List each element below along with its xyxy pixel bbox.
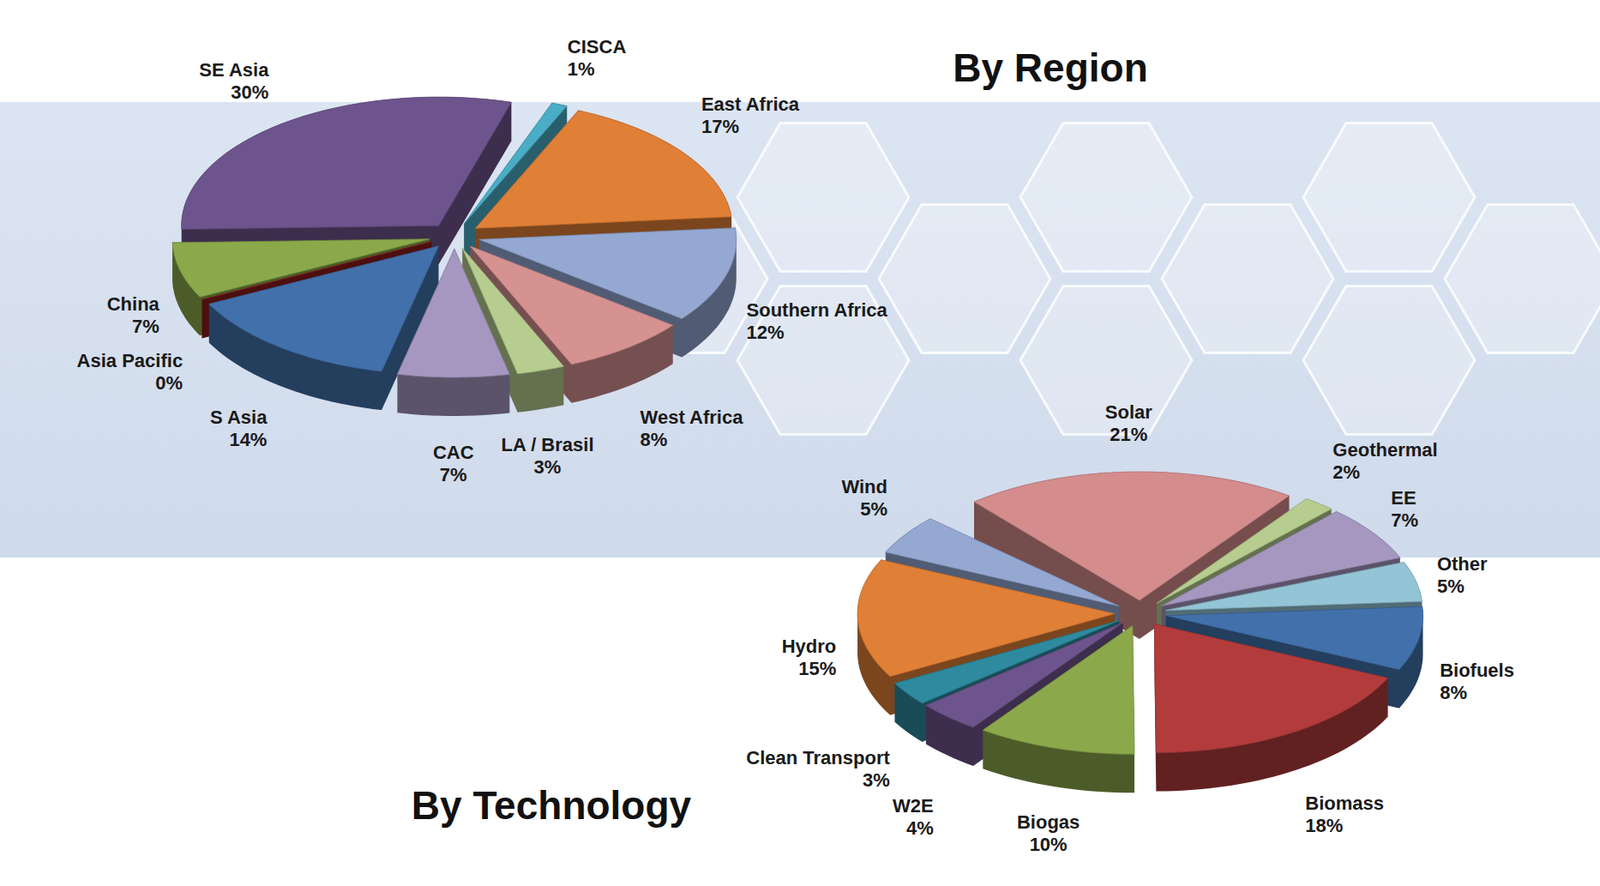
decor-hexagon (1303, 122, 1475, 271)
category-label: W2E (892, 794, 934, 817)
category-label: LA / Brasil (501, 433, 595, 456)
data-label: 14% (228, 428, 267, 451)
data-label: 5% (1437, 575, 1465, 597)
decor-hexagon (1020, 122, 1192, 271)
slices (857, 471, 1423, 793)
slice (396, 248, 510, 378)
chart-canvas: By Region CISCA1% East Africa17% Southern A… (0, 0, 1600, 886)
category-label: SE Asia (198, 59, 270, 81)
slice (982, 625, 1135, 754)
decor-hexagon (1161, 204, 1334, 353)
data-label: 4% (906, 817, 934, 839)
chart-title: By Region (952, 45, 1148, 91)
category-label: Solar (1105, 401, 1153, 423)
labels: Solar21%Geothermal2%EE7%Other5%Biofuels8… (745, 401, 1515, 855)
background (0, 0, 1600, 886)
data-label: 5% (860, 498, 888, 520)
chart-title: By Technology (411, 782, 692, 828)
slice (1154, 624, 1388, 753)
decor-hexagon (1444, 204, 1600, 353)
labels: CISCA1% East Africa17% Southern Africa12% W… (77, 36, 889, 486)
data-label: 8% (640, 428, 668, 451)
pie-chart: By Region CISCA1% East Africa17% Southern A… (77, 36, 1149, 486)
data-label: 30% (230, 81, 269, 103)
category-label: Clean Transport (745, 746, 891, 769)
data-label: 18% (1305, 814, 1343, 837)
decor-hexagon (1020, 285, 1192, 434)
decor-hexagon (737, 285, 909, 434)
data-label: 2% (1332, 461, 1360, 483)
slice (475, 110, 732, 229)
category-label: West Africa (640, 406, 745, 428)
data-label: 3% (534, 456, 562, 478)
data-label: 1% (567, 58, 596, 80)
category-label: Biogas (1016, 811, 1080, 833)
category-label: Geothermal (1332, 439, 1438, 461)
data-label: 0% (155, 372, 183, 394)
data-label: 21% (1109, 423, 1148, 446)
category-label: East Africa (701, 93, 800, 115)
category-label: Wind (841, 475, 888, 498)
data-label: 3% (862, 769, 891, 791)
decor-hexagon (878, 204, 1051, 353)
slice-side (982, 625, 1135, 793)
data-label: 10% (1029, 833, 1068, 855)
slice (209, 246, 440, 372)
data-label: 15% (798, 657, 837, 680)
data-label: 7% (439, 463, 468, 486)
data-label: 7% (132, 315, 160, 337)
decor-hexagon (737, 122, 909, 271)
category-label: Biofuels (1439, 659, 1515, 681)
slice (181, 96, 512, 229)
category-label: Other (1437, 553, 1488, 575)
data-label: 12% (746, 321, 785, 343)
category-label: Biomass (1305, 792, 1384, 814)
slice-side (396, 248, 510, 416)
category-label: EE (1390, 487, 1416, 509)
category-label: Asia Pacific (77, 349, 184, 372)
slice (1165, 561, 1422, 610)
data-label: 7% (1390, 509, 1419, 531)
data-label: 8% (1439, 681, 1468, 704)
category-label: China (107, 293, 161, 315)
decor-hexagon (1303, 285, 1475, 434)
page: {"chart_data": [ {"type": "pie", "title"… (0, 0, 1600, 886)
category-label: Southern Africa (746, 299, 889, 321)
category-label: CAC (433, 441, 475, 464)
slice-side (1154, 624, 1388, 792)
slices (172, 96, 737, 416)
category-label: CISCA (567, 36, 627, 58)
pie-chart: By TechnologySolar21%Geothermal2%EE7%Oth… (411, 401, 1515, 855)
category-label: S Asia (210, 406, 268, 428)
data-label: 17% (701, 115, 740, 138)
category-label: Hydro (781, 635, 837, 657)
